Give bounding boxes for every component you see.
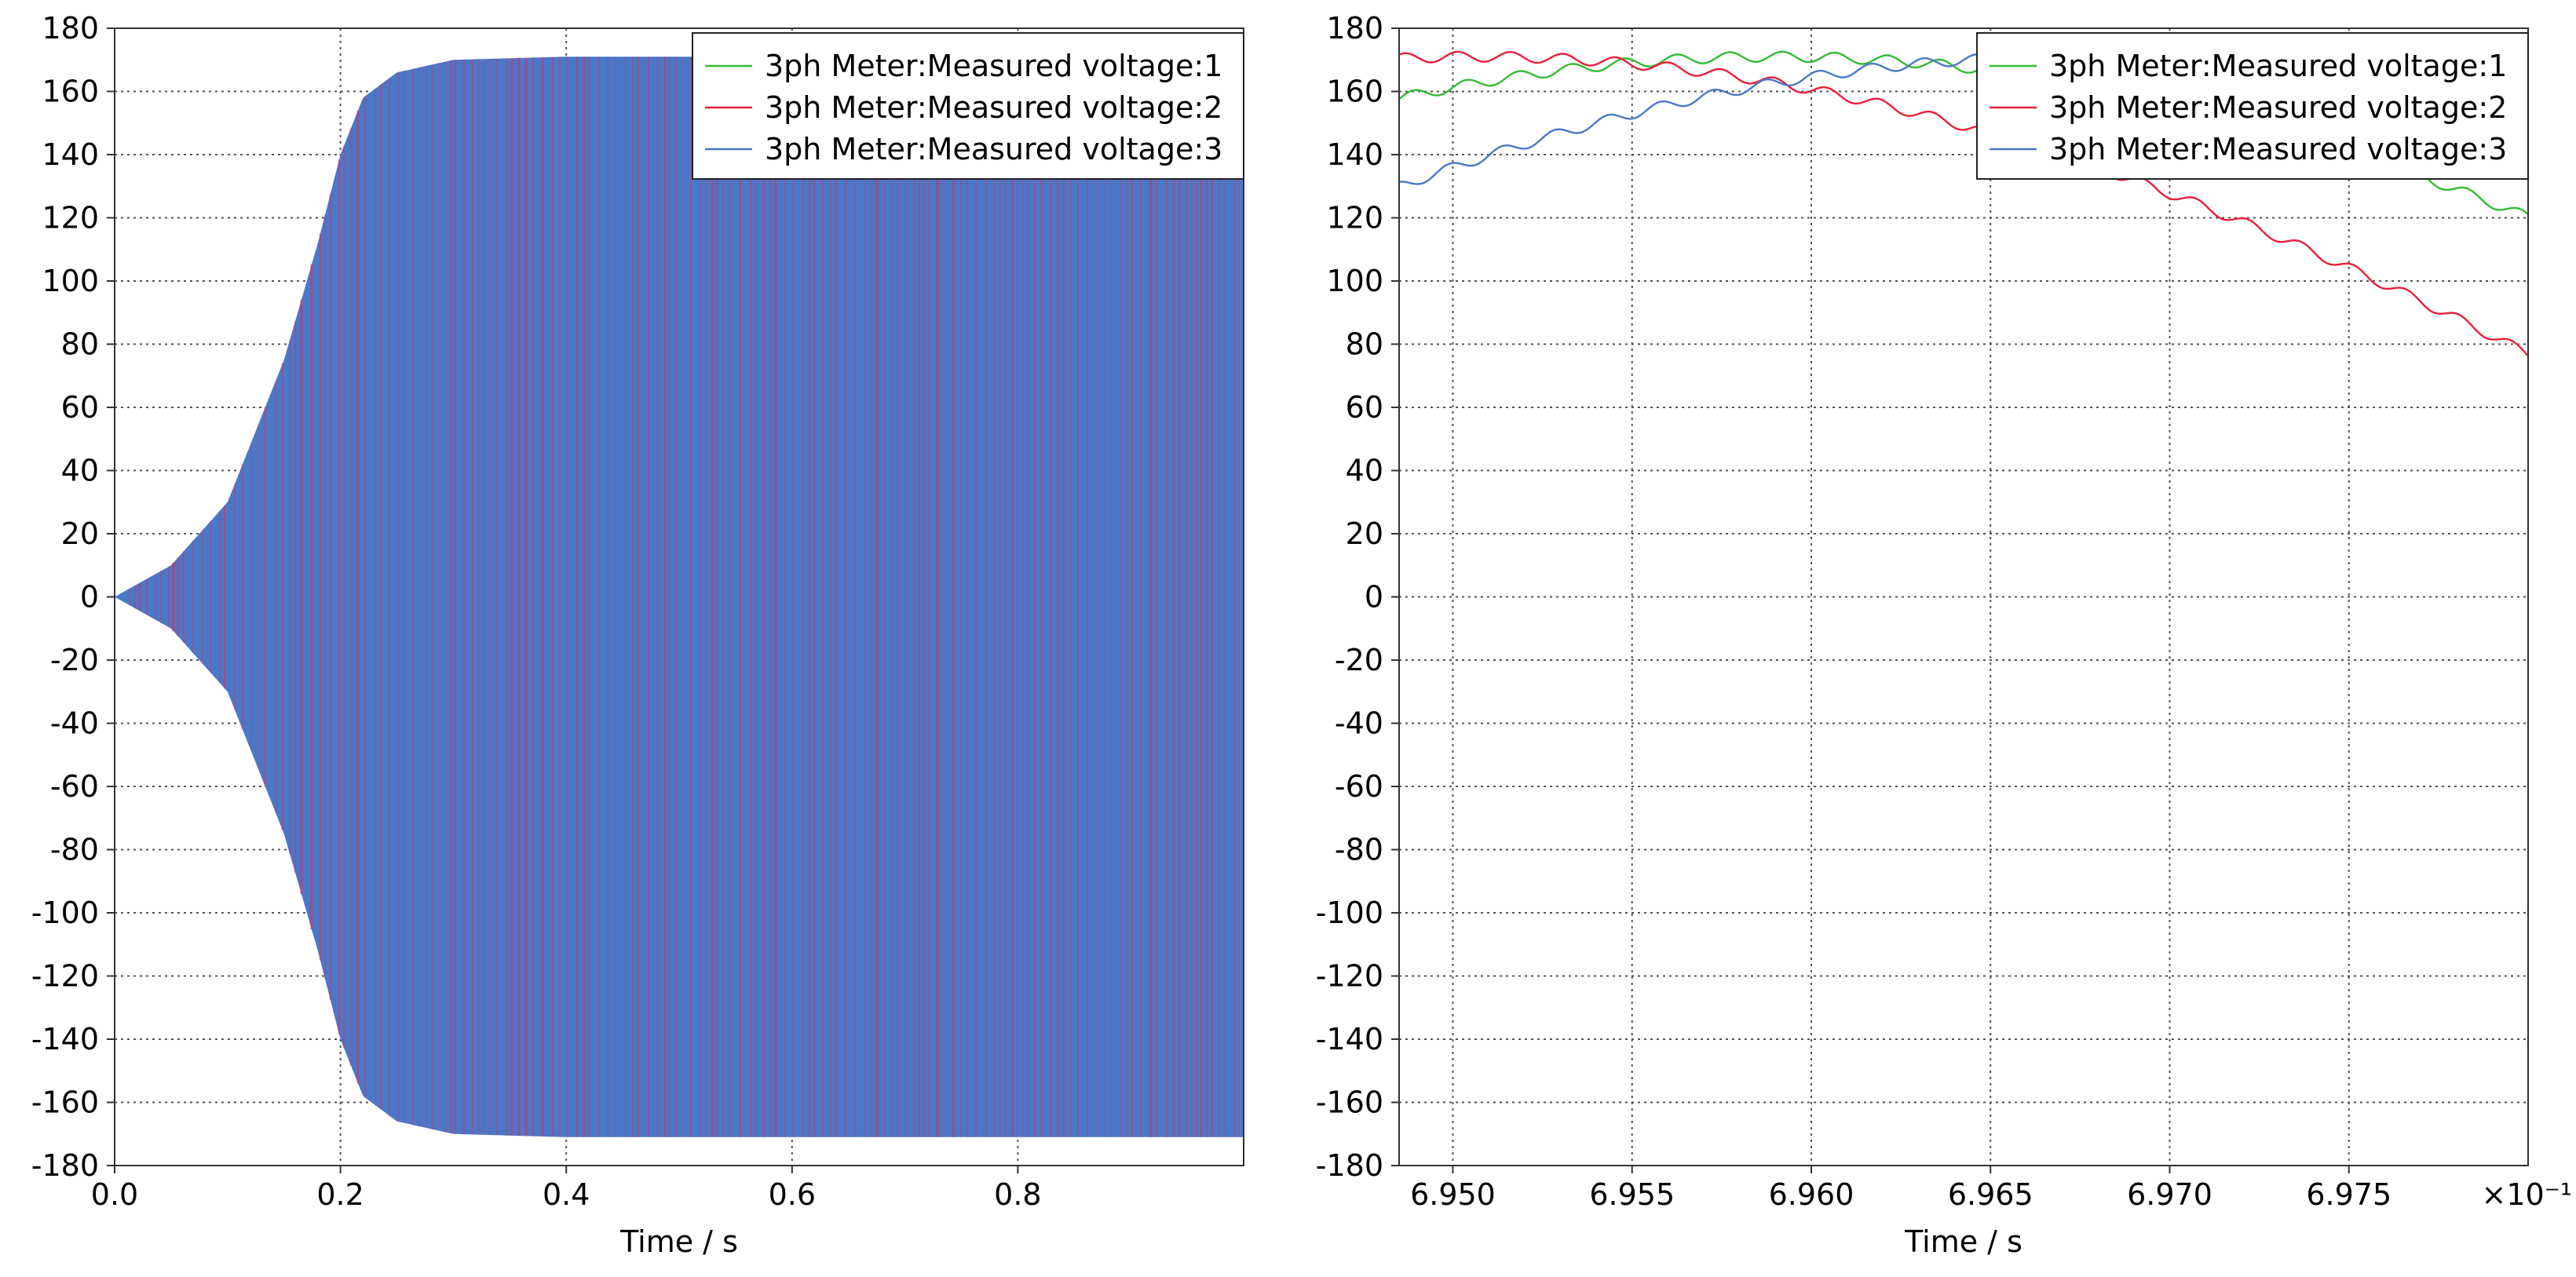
x-axis-multiplier: ×10⁻¹	[2482, 1177, 2572, 1212]
x-tick-label: 6.975	[2306, 1177, 2391, 1212]
y-tick-label: 0	[1365, 580, 1383, 615]
legend-box	[692, 32, 1244, 180]
y-tick-label: 160	[1326, 75, 1383, 109]
y-tick-label: -140	[1316, 1022, 1383, 1056]
y-tick-label: -60	[50, 769, 99, 804]
grid	[1399, 28, 2528, 1166]
series-group	[115, 57, 1244, 1137]
left-chart: 180 160 140 120 100 80 60 40 20 0 -20 -40 -60 -80 -100…	[31, 11, 1244, 1259]
plot-frame	[1398, 27, 2529, 1166]
right-chart: 180 160 140 120 100 80 60 40 20 0 -20 -40 -60 -80 -100…	[1316, 11, 2572, 1259]
y-tick-label: -180	[1316, 1148, 1383, 1183]
y-tick-label: 20	[1346, 516, 1383, 551]
y-tick-label: 100	[42, 264, 99, 298]
y-tick-label: 120	[1326, 201, 1383, 235]
series-voltage-2-streaks	[129, 57, 1240, 1137]
y-tick-label: -100	[1316, 896, 1383, 930]
y-tick-label: -120	[1316, 959, 1383, 994]
x-tick-label: 0.8	[994, 1177, 1041, 1212]
series-line-voltage-2	[1399, 50, 2528, 357]
legend-label-voltage-2: 3ph Meter:Measured voltage:2	[2049, 90, 2507, 125]
x-tick-label: 0.6	[769, 1177, 816, 1212]
y-tick-label: -40	[1335, 706, 1383, 741]
x-tick-label: 0.4	[543, 1177, 590, 1212]
y-tick-label: 120	[42, 201, 99, 235]
x-axis-label: Time / s	[1904, 1224, 2022, 1259]
y-tick-label: -180	[31, 1148, 99, 1183]
y-tick-label: -140	[31, 1022, 99, 1056]
legend-label-voltage-1: 3ph Meter:Measured voltage:1	[765, 49, 1222, 83]
legend-label-voltage-3: 3ph Meter:Measured voltage:3	[765, 132, 1222, 166]
y-tick-label: 100	[1326, 264, 1383, 298]
y-tick-label: 140	[1326, 137, 1383, 172]
y-tick-label: -100	[31, 896, 99, 930]
y-tick-label: -40	[50, 706, 99, 741]
x-tick-label: 0.0	[91, 1177, 138, 1212]
y-tick-label: 80	[1346, 327, 1383, 362]
legend: 3ph Meter:Measured voltage:1 3ph Meter:Me…	[1976, 32, 2529, 180]
x-tick-label: 0.2	[316, 1177, 364, 1212]
y-tick-label: 40	[61, 454, 99, 488]
x-tick-label: 6.955	[1589, 1177, 1675, 1212]
x-tick-label: 6.960	[1769, 1177, 1854, 1212]
y-tick-label: -80	[50, 833, 99, 867]
x-tick-label: 6.965	[1948, 1177, 2033, 1212]
y-tick-label: 40	[1346, 454, 1383, 488]
x-tick-label: 6.950	[1410, 1177, 1496, 1212]
y-tick-label: 0	[80, 580, 99, 615]
y-tick-label: 160	[42, 75, 99, 109]
x-axis-label: Time / s	[619, 1224, 738, 1259]
legend-label-voltage-1: 3ph Meter:Measured voltage:1	[2049, 49, 2507, 83]
y-tick-label: -120	[31, 959, 99, 994]
x-tick-label: 6.970	[2127, 1177, 2212, 1212]
legend: 3ph Meter:Measured voltage:1 3ph Meter:Me…	[692, 32, 1244, 180]
y-tick-label: -80	[1335, 833, 1383, 867]
y-tick-label: -20	[1335, 643, 1383, 677]
y-tick-label: 140	[42, 137, 99, 172]
y-tick-label: -20	[50, 643, 99, 677]
legend-box	[1976, 32, 2529, 180]
y-tick-label: 180	[1326, 11, 1383, 46]
y-tick-label: 20	[61, 516, 99, 551]
y-tick-label: 180	[42, 11, 99, 46]
y-tick-label: 60	[1346, 390, 1383, 425]
y-tick-label: -160	[1316, 1085, 1383, 1120]
legend-label-voltage-3: 3ph Meter:Measured voltage:3	[2049, 132, 2507, 166]
y-tick-label: 80	[61, 327, 99, 362]
y-tick-label: 60	[61, 390, 99, 425]
legend-label-voltage-2: 3ph Meter:Measured voltage:2	[765, 90, 1222, 125]
envelope-fill	[115, 57, 1244, 1137]
y-tick-label: -160	[31, 1085, 99, 1120]
y-tick-label: -60	[1335, 769, 1383, 804]
